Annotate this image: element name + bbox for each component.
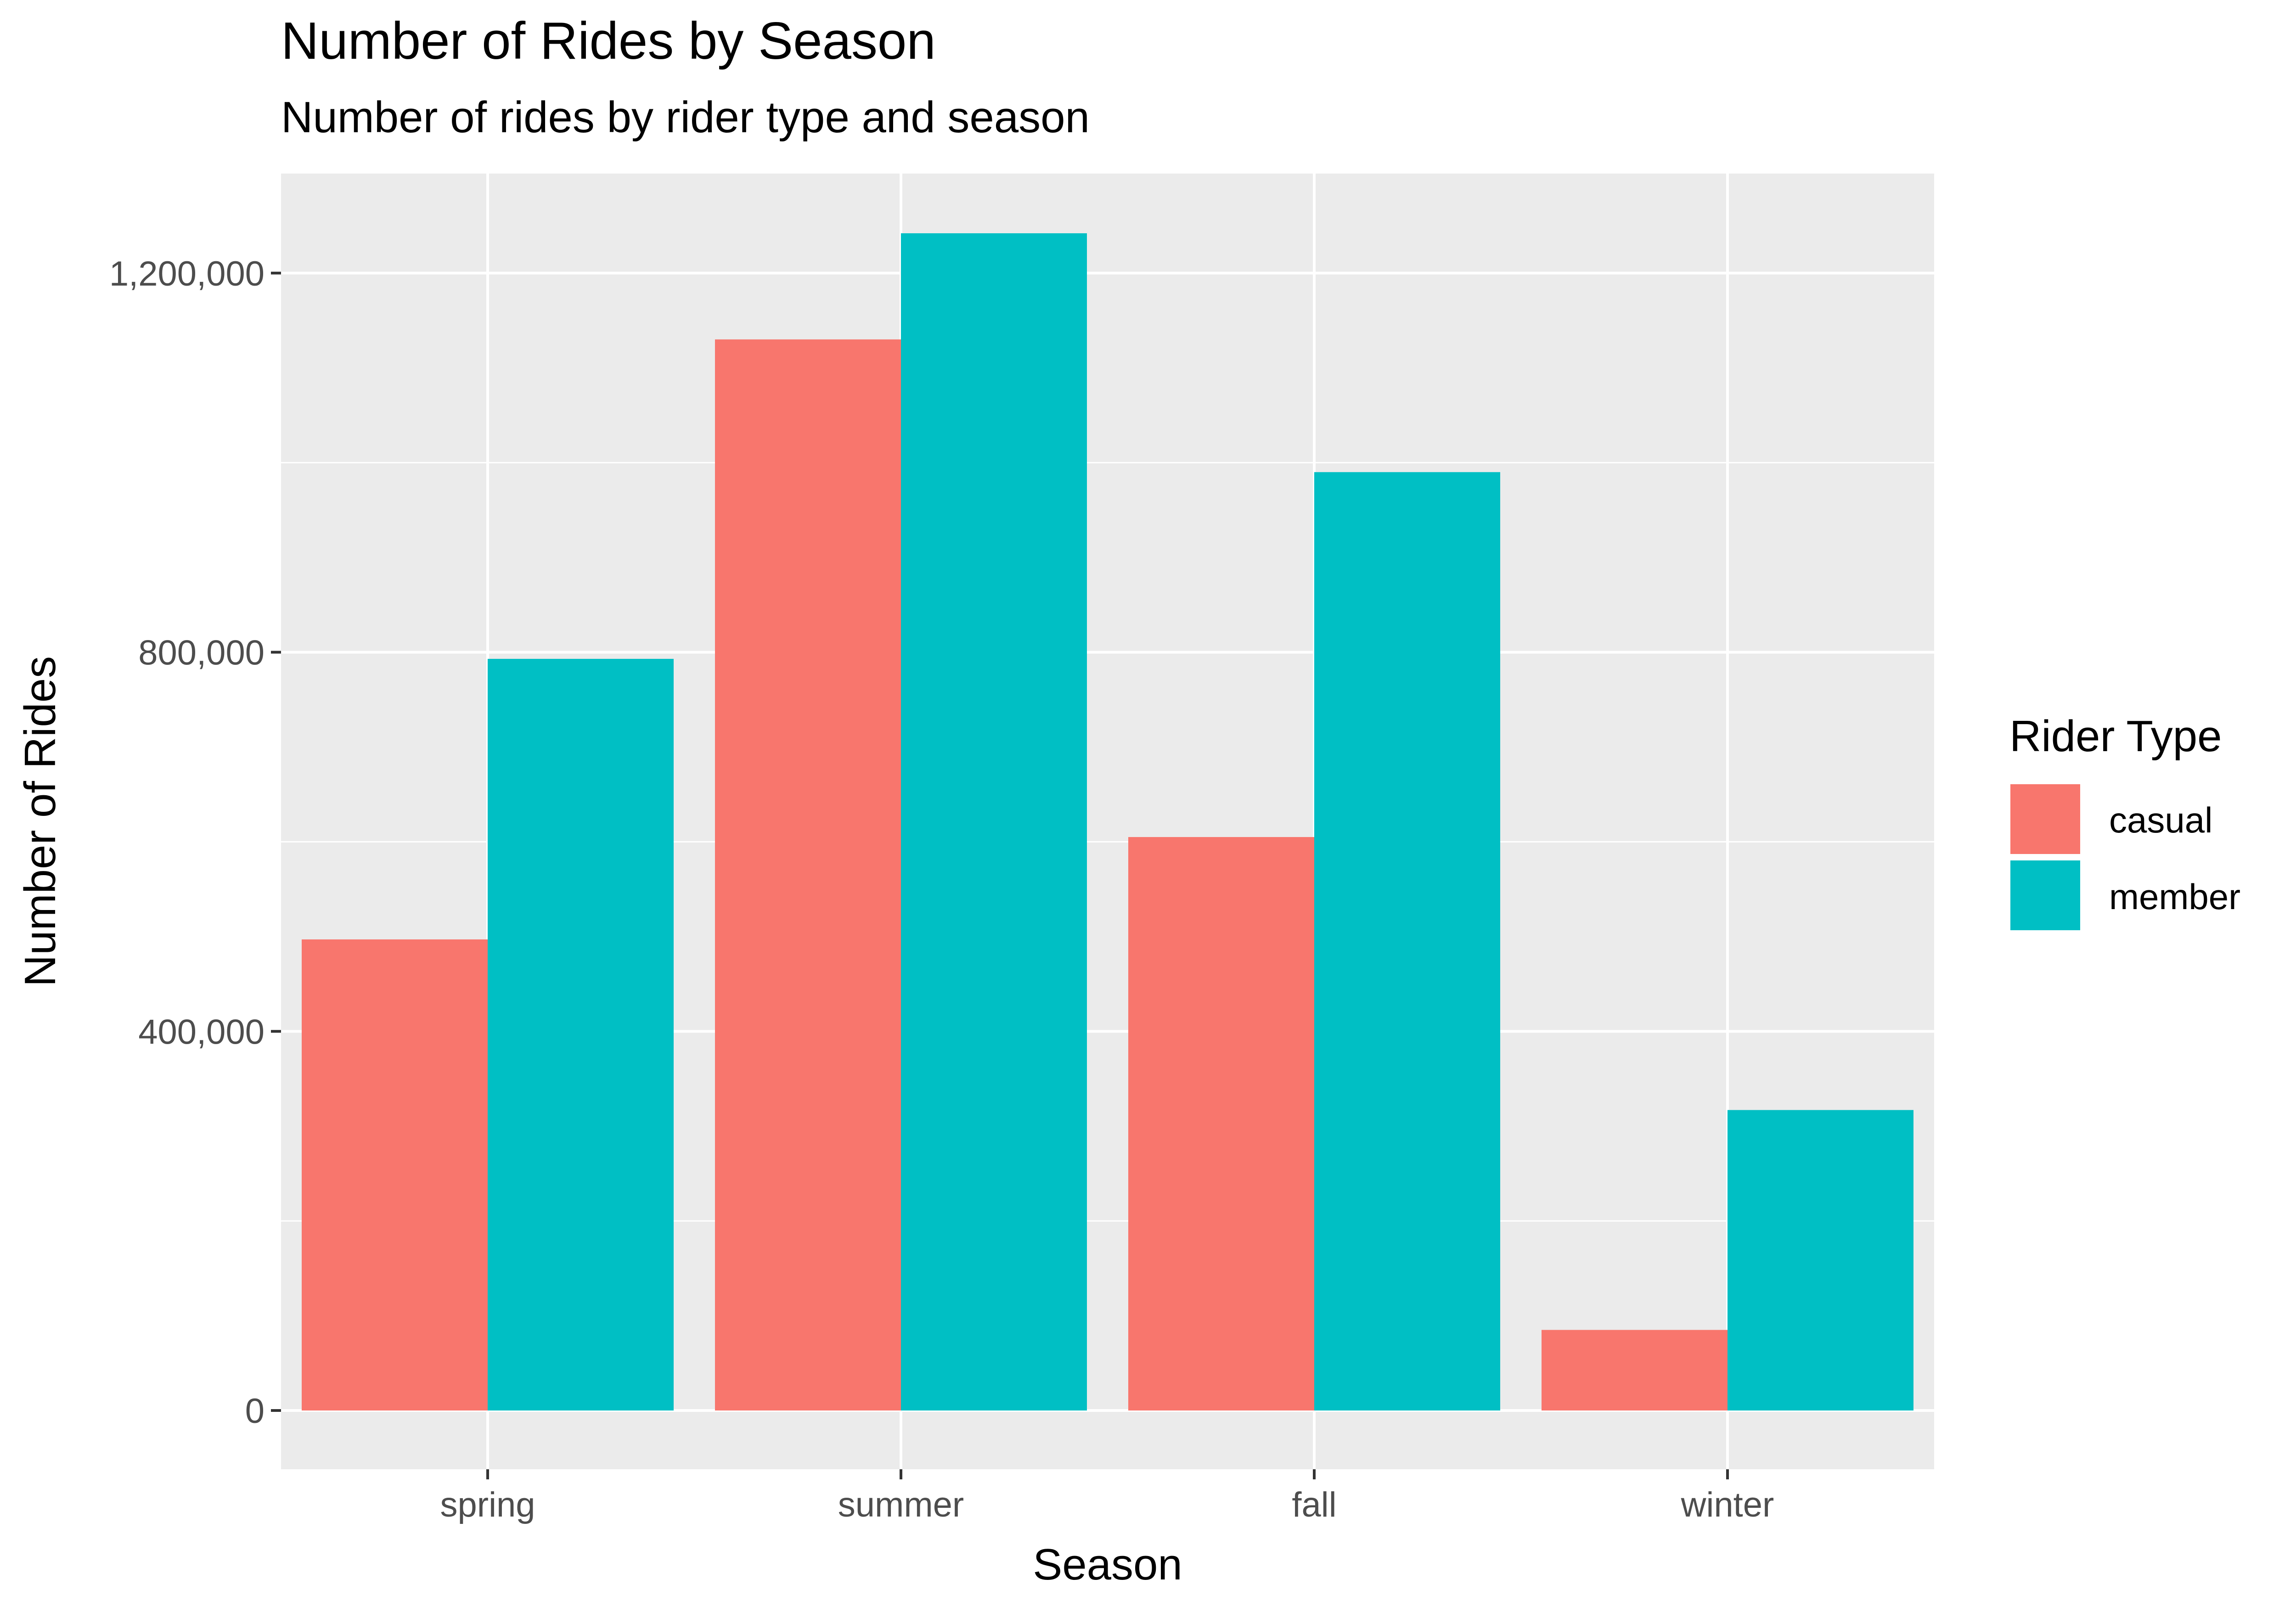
- x-tick-label: spring: [440, 1485, 535, 1524]
- legend-title: Rider Type: [2009, 712, 2222, 761]
- y-tick-label: 1,200,000: [109, 254, 264, 293]
- bar-casual-fall: [1128, 837, 1314, 1411]
- y-tick-label: 0: [245, 1392, 264, 1431]
- legend-key-casual: [2009, 782, 2082, 856]
- chart-subtitle: Number of rides by rider type and season: [281, 93, 1090, 142]
- x-tick-label: summer: [838, 1485, 964, 1524]
- bar-member-winter: [1728, 1110, 1913, 1411]
- bar-member-fall: [1314, 472, 1500, 1411]
- legend: Rider Type casual member: [2009, 712, 2240, 932]
- legend-label-member: member: [2109, 877, 2240, 917]
- x-axis-title: Season: [1033, 1540, 1182, 1589]
- bar-casual-spring: [302, 939, 488, 1411]
- bar-casual-winter: [1542, 1330, 1728, 1411]
- chart-title: Number of Rides by Season: [281, 12, 936, 70]
- y-tick-label: 800,000: [138, 634, 264, 673]
- x-axis: spring summer fall winter: [440, 1469, 1774, 1524]
- bar-member-summer: [901, 233, 1087, 1411]
- legend-key-member: [2009, 859, 2082, 932]
- y-axis-title: Number of Rides: [16, 656, 65, 987]
- bar-member-spring: [488, 658, 674, 1411]
- x-tick-label: fall: [1292, 1485, 1336, 1524]
- bar-casual-summer: [715, 339, 901, 1411]
- y-tick-label: 400,000: [138, 1012, 264, 1051]
- y-axis: 0 400,000 800,000 1,200,000: [109, 254, 281, 1431]
- bars: [302, 233, 1913, 1411]
- x-tick-label: winter: [1681, 1485, 1774, 1524]
- legend-label-casual: casual: [2109, 800, 2212, 840]
